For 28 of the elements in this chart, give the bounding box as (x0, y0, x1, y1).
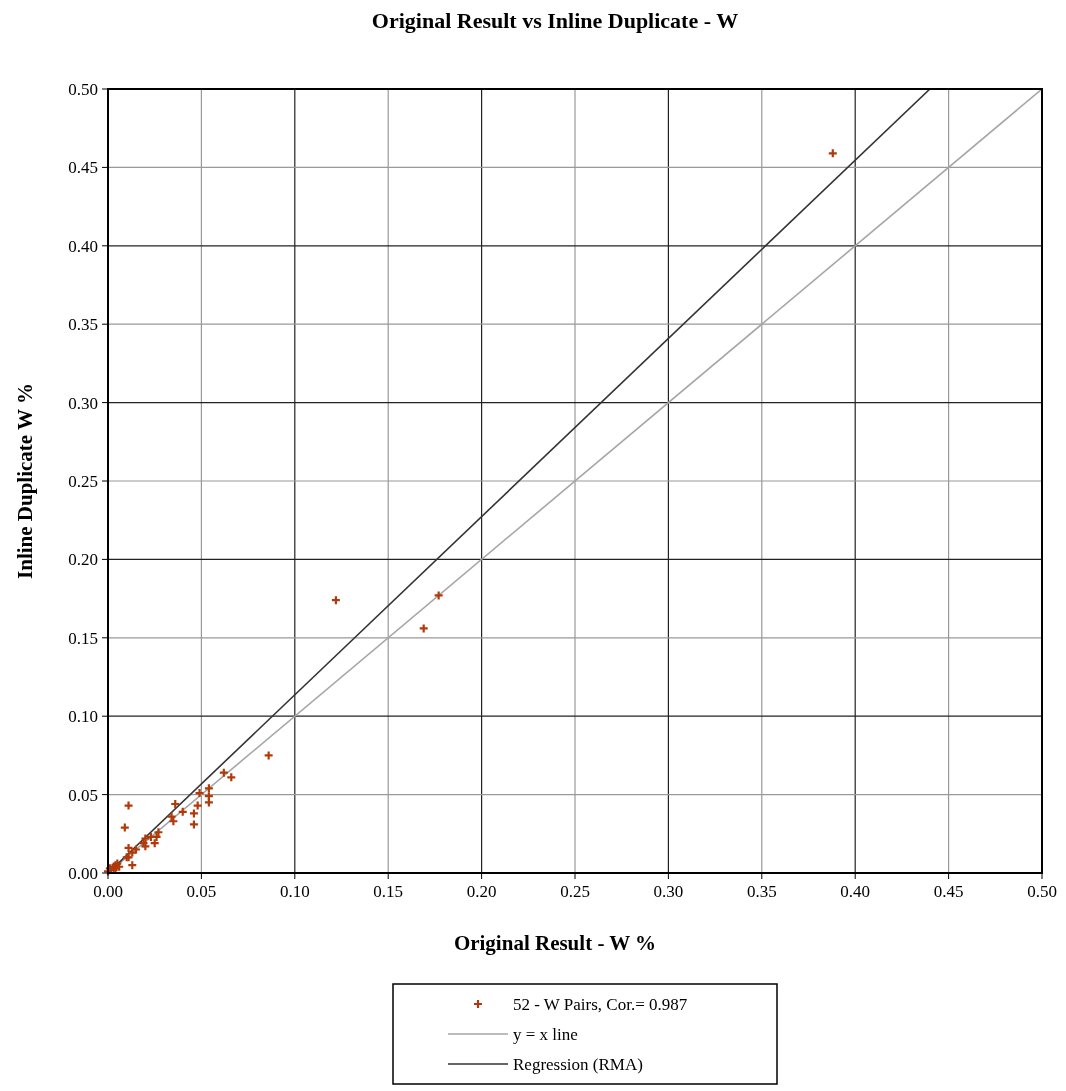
x-tick-label: 0.35 (746, 882, 777, 901)
legend-label: y = x line (513, 1025, 578, 1044)
x-tick-label: 0.40 (840, 882, 871, 901)
x-axis-title: Original Result - W % (453, 931, 657, 955)
y-tick-label: 0.45 (68, 158, 98, 178)
y-tick-label: 0.05 (68, 785, 98, 805)
legend-label: Regression (RMA) (513, 1055, 643, 1074)
x-tick-label: 0.45 (933, 882, 964, 901)
chart-title: Original Result vs Inline Duplicate - W (371, 8, 739, 33)
y-tick-label: 0.30 (68, 393, 98, 413)
x-tick-label: 0.15 (373, 882, 404, 901)
y-tick-label: 0.15 (68, 628, 98, 648)
y-tick-label: 0.40 (68, 236, 98, 256)
legend-label: 52 - W Pairs, Cor.= 0.987 (513, 995, 688, 1014)
x-tick-label: 0.30 (653, 882, 684, 901)
x-tick-label: 0.10 (279, 882, 310, 901)
x-tick-label: 0.25 (560, 882, 590, 901)
y-axis-title: Inline Duplicate W % (13, 383, 37, 579)
x-tick-label: 0.20 (466, 882, 497, 901)
y-tick-label: 0.00 (68, 864, 98, 883)
y-tick-label: 0.50 (68, 80, 98, 99)
y-tick-label: 0.10 (68, 707, 98, 727)
x-tick-label: 0.05 (186, 882, 217, 901)
y-tick-label: 0.35 (68, 315, 98, 335)
x-tick-label: 0.00 (93, 882, 123, 901)
y-tick-label: 0.25 (68, 472, 98, 491)
x-tick-label: 0.50 (1027, 882, 1057, 901)
y-tick-label: 0.20 (68, 550, 98, 570)
